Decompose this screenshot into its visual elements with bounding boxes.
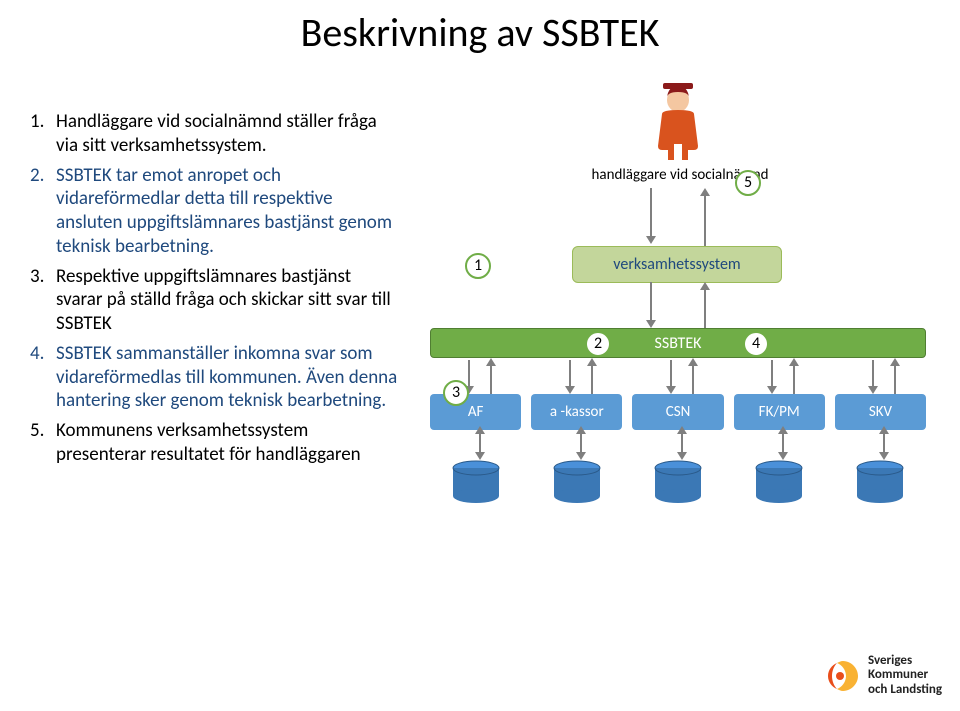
arrow-line xyxy=(591,366,593,394)
arrow-line xyxy=(490,366,492,394)
skl-logo: Sveriges Kommuner och Landsting xyxy=(826,654,942,697)
person-caption: handläggare vid socialnämnd xyxy=(550,166,810,184)
arrowhead-icon xyxy=(565,386,575,394)
list-num: 4. xyxy=(30,342,56,413)
arrow-line xyxy=(479,432,481,454)
arrow-line xyxy=(782,432,784,454)
arrowhead-icon xyxy=(576,452,586,460)
arrowhead-icon xyxy=(879,452,889,460)
list-text: SSBTEK tar emot anropet och vidareförmed… xyxy=(56,164,400,259)
cylinder-row xyxy=(430,460,926,504)
database-icon xyxy=(531,460,622,504)
list-text: Respektive uppgiftslämnares bastjänst sv… xyxy=(56,265,400,336)
verksamhets-box: verksamhetssystem xyxy=(572,246,782,283)
services-row: AF a -kassor CSN FK/PM SKV xyxy=(430,394,926,430)
arrowhead-icon xyxy=(677,426,687,434)
logo-line: och Landsting xyxy=(868,683,942,697)
arrow-line xyxy=(793,366,795,394)
arrow-line xyxy=(872,360,874,388)
arrowhead-icon xyxy=(486,358,496,366)
description-list: 1. Handläggare vid socialnämnd ställer f… xyxy=(30,110,400,473)
arrowhead-icon xyxy=(587,358,597,366)
step-marker: 1 xyxy=(465,253,491,279)
list-item: 2. SSBTEK tar emot anropet och vidareför… xyxy=(30,164,400,259)
list-text: Kommunens verksamhetssystem presenterar … xyxy=(56,419,400,467)
logo-line: Sveriges xyxy=(868,654,942,668)
logo-line: Kommuner xyxy=(868,668,942,682)
arrow-line xyxy=(692,366,694,394)
list-num: 5. xyxy=(30,419,56,467)
service-box: a -kassor xyxy=(531,394,622,430)
arrow-line xyxy=(580,432,582,454)
list-num: 2. xyxy=(30,164,56,259)
database-icon xyxy=(835,460,926,504)
list-text: Handläggare vid socialnämnd ställer fråg… xyxy=(56,110,400,158)
arrowhead-icon xyxy=(767,386,777,394)
service-box: SKV xyxy=(835,394,926,430)
arrowhead-icon xyxy=(700,188,710,196)
arrowhead-icon xyxy=(778,452,788,460)
ssbtek-bar: SSBTEK xyxy=(430,328,926,358)
list-item: 3. Respektive uppgiftslämnares bastjänst… xyxy=(30,265,400,336)
arrow-line xyxy=(681,432,683,454)
arrow-line xyxy=(650,282,652,322)
arrowhead-icon xyxy=(576,426,586,434)
database-icon xyxy=(430,460,521,504)
list-item: 5. Kommunens verksamhetssystem presenter… xyxy=(30,419,400,467)
service-box: AF xyxy=(430,394,521,430)
arrowhead-icon xyxy=(646,236,656,244)
flow-diagram: handläggare vid socialnämnd verksamhetss… xyxy=(420,80,940,510)
arrowhead-icon xyxy=(666,386,676,394)
service-box: CSN xyxy=(632,394,723,430)
arrowhead-icon xyxy=(475,426,485,434)
database-icon xyxy=(734,460,825,504)
arrowhead-icon xyxy=(879,426,889,434)
list-text: SSBTEK sammanställer inkomna svar som vi… xyxy=(56,342,400,413)
arrow-line xyxy=(894,366,896,394)
step-marker: 2 xyxy=(585,331,611,357)
arrowhead-icon xyxy=(700,282,710,290)
arrow-line xyxy=(704,290,706,330)
arrow-line xyxy=(670,360,672,388)
arrow-line xyxy=(569,360,571,388)
arrow-line xyxy=(468,360,470,388)
arrowhead-icon xyxy=(688,358,698,366)
list-num: 1. xyxy=(30,110,56,158)
arrowhead-icon xyxy=(789,358,799,366)
arrowhead-icon xyxy=(868,386,878,394)
person-icon xyxy=(648,80,708,160)
arrow-line xyxy=(704,196,706,246)
list-num: 3. xyxy=(30,265,56,336)
arrowhead-icon xyxy=(890,358,900,366)
arrowhead-icon xyxy=(646,320,656,328)
step-marker: 4 xyxy=(743,331,769,357)
logo-icon xyxy=(826,659,860,693)
service-box: FK/PM xyxy=(734,394,825,430)
arrow-line xyxy=(883,432,885,454)
page-title: Beskrivning av SSBTEK xyxy=(0,8,960,57)
logo-text: Sveriges Kommuner och Landsting xyxy=(868,654,942,697)
list-item: 4. SSBTEK sammanställer inkomna svar som… xyxy=(30,342,400,413)
arrowhead-icon xyxy=(475,452,485,460)
step-marker: 3 xyxy=(443,380,469,406)
arrowhead-icon xyxy=(778,426,788,434)
arrowhead-icon xyxy=(677,452,687,460)
arrow-line xyxy=(771,360,773,388)
arrow-line xyxy=(650,188,652,238)
list-item: 1. Handläggare vid socialnämnd ställer f… xyxy=(30,110,400,158)
step-marker: 5 xyxy=(735,170,761,196)
database-icon xyxy=(632,460,723,504)
